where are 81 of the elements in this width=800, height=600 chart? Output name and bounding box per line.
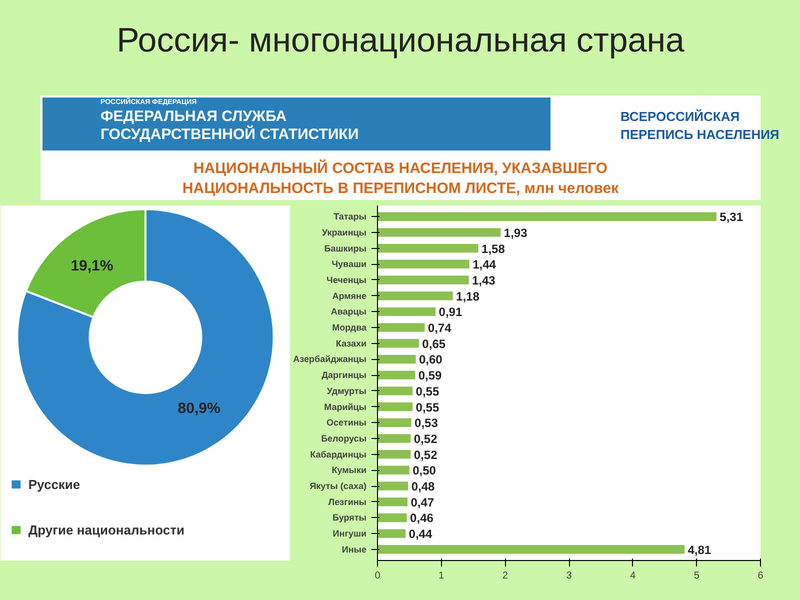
bar xyxy=(378,434,411,443)
y-tick-label: Кабардинцы xyxy=(310,449,367,460)
y-tick-label: Удмурты xyxy=(326,386,367,396)
legend-label: Другие национальности xyxy=(28,522,184,538)
data-label: 0,60 xyxy=(418,352,443,367)
data-label: 1,93 xyxy=(504,226,528,240)
bar xyxy=(378,354,416,364)
bar xyxy=(378,307,436,316)
y-tick-label: Якуты (саха) xyxy=(310,481,367,492)
bar xyxy=(378,291,453,300)
data-label: 0,46 xyxy=(410,511,434,526)
data-label: 4,81 xyxy=(688,542,712,557)
bar xyxy=(378,339,419,348)
text: Россия- многонациональная страна xyxy=(116,22,684,60)
y-tick-label: Татары xyxy=(334,212,367,222)
x-tick-label: 0 xyxy=(374,570,381,582)
data-label: 1,43 xyxy=(472,273,496,288)
x-tick-label: 6 xyxy=(758,570,764,582)
legend-label: Русские xyxy=(28,476,80,492)
y-tick-label: Армяне xyxy=(332,290,367,301)
bar xyxy=(378,482,408,490)
y-tick-label: Даргинцы xyxy=(322,370,367,380)
y-tick-label: Чуваши xyxy=(332,259,367,270)
x-tick-label: 1 xyxy=(438,570,445,582)
bar xyxy=(378,529,406,538)
y-tick-label: Иные xyxy=(342,544,367,554)
data-label: 0,65 xyxy=(422,336,446,351)
bar xyxy=(378,323,425,332)
bar xyxy=(378,513,407,522)
text: ФЕДЕРАЛЬНАЯ СЛУЖБА ГОСУДАРСТВЕННОЙ СТАТИСТИКИ xyxy=(100,108,359,143)
y-tick-label: Кумыки xyxy=(332,465,367,476)
y-tick-label: Марийцы xyxy=(324,402,367,412)
data-label: 1,18 xyxy=(456,289,480,304)
bar xyxy=(378,228,501,237)
data-label: 80,9% xyxy=(178,400,220,418)
data-label: 1,58 xyxy=(482,242,506,256)
data-label: 0,52 xyxy=(414,432,438,446)
y-tick-label: Мордва xyxy=(332,322,368,333)
bar xyxy=(378,276,469,284)
text: ВСЕРОССИЙСКАЯ ПЕРЕПИСЬ НАСЕЛЕНИЯ xyxy=(620,109,780,142)
y-tick-label: Казахи xyxy=(336,338,367,348)
data-label: 0,44 xyxy=(408,527,432,542)
bar xyxy=(378,244,478,253)
y-tick-label: Белорусы xyxy=(321,433,367,444)
bar xyxy=(378,370,416,380)
y-tick-label: Осетины xyxy=(326,418,367,428)
bar xyxy=(378,498,408,506)
data-label: 5,31 xyxy=(720,210,744,224)
data-label: 0,52 xyxy=(414,448,438,462)
text: НАЦИОНАЛЬНЫЙ СОСТАВ НАСЕЛЕНИЯ, УКАЗАВШЕГО НАЦИОНАЛЬНОСТЬ В ПЕРЕПИСНОМ ЛИСТЕ, млн человек xyxy=(182,159,620,197)
bar xyxy=(378,450,411,459)
bar xyxy=(378,386,413,396)
y-tick-label: Буряты xyxy=(332,512,367,523)
bar xyxy=(378,402,413,412)
y-tick-label: Украинцы xyxy=(322,227,367,238)
y-tick-label: Ингуши xyxy=(332,528,367,539)
x-tick-label: 3 xyxy=(566,570,572,582)
y-tick-label: Чеченцы xyxy=(326,274,367,285)
data-label: 0,59 xyxy=(418,368,442,383)
data-label: 0,53 xyxy=(414,416,438,430)
bar xyxy=(378,212,716,221)
data-label: 1,44 xyxy=(472,258,496,272)
x-tick-label: 5 xyxy=(694,570,700,582)
data-label: 19,1% xyxy=(70,258,114,275)
y-tick-label: Азербайджанцы xyxy=(293,354,367,364)
data-label: 0,55 xyxy=(416,400,440,414)
data-label: 0,55 xyxy=(416,384,440,398)
y-tick-label: Башкиры xyxy=(324,243,367,254)
x-tick-label: 2 xyxy=(502,570,508,582)
bar xyxy=(378,545,685,554)
bar xyxy=(378,466,410,475)
bar xyxy=(378,418,412,427)
y-tick-label: Лезгины xyxy=(328,496,367,507)
data-label: 0,47 xyxy=(410,495,434,510)
data-label: 0,50 xyxy=(412,464,436,478)
y-tick-label: Аварцы xyxy=(330,306,367,317)
data-label: 0,91 xyxy=(438,305,462,320)
data-label: 0,74 xyxy=(428,321,452,336)
data-label: 0,48 xyxy=(411,480,436,494)
bar xyxy=(378,260,470,268)
x-tick-label: 4 xyxy=(630,570,636,582)
